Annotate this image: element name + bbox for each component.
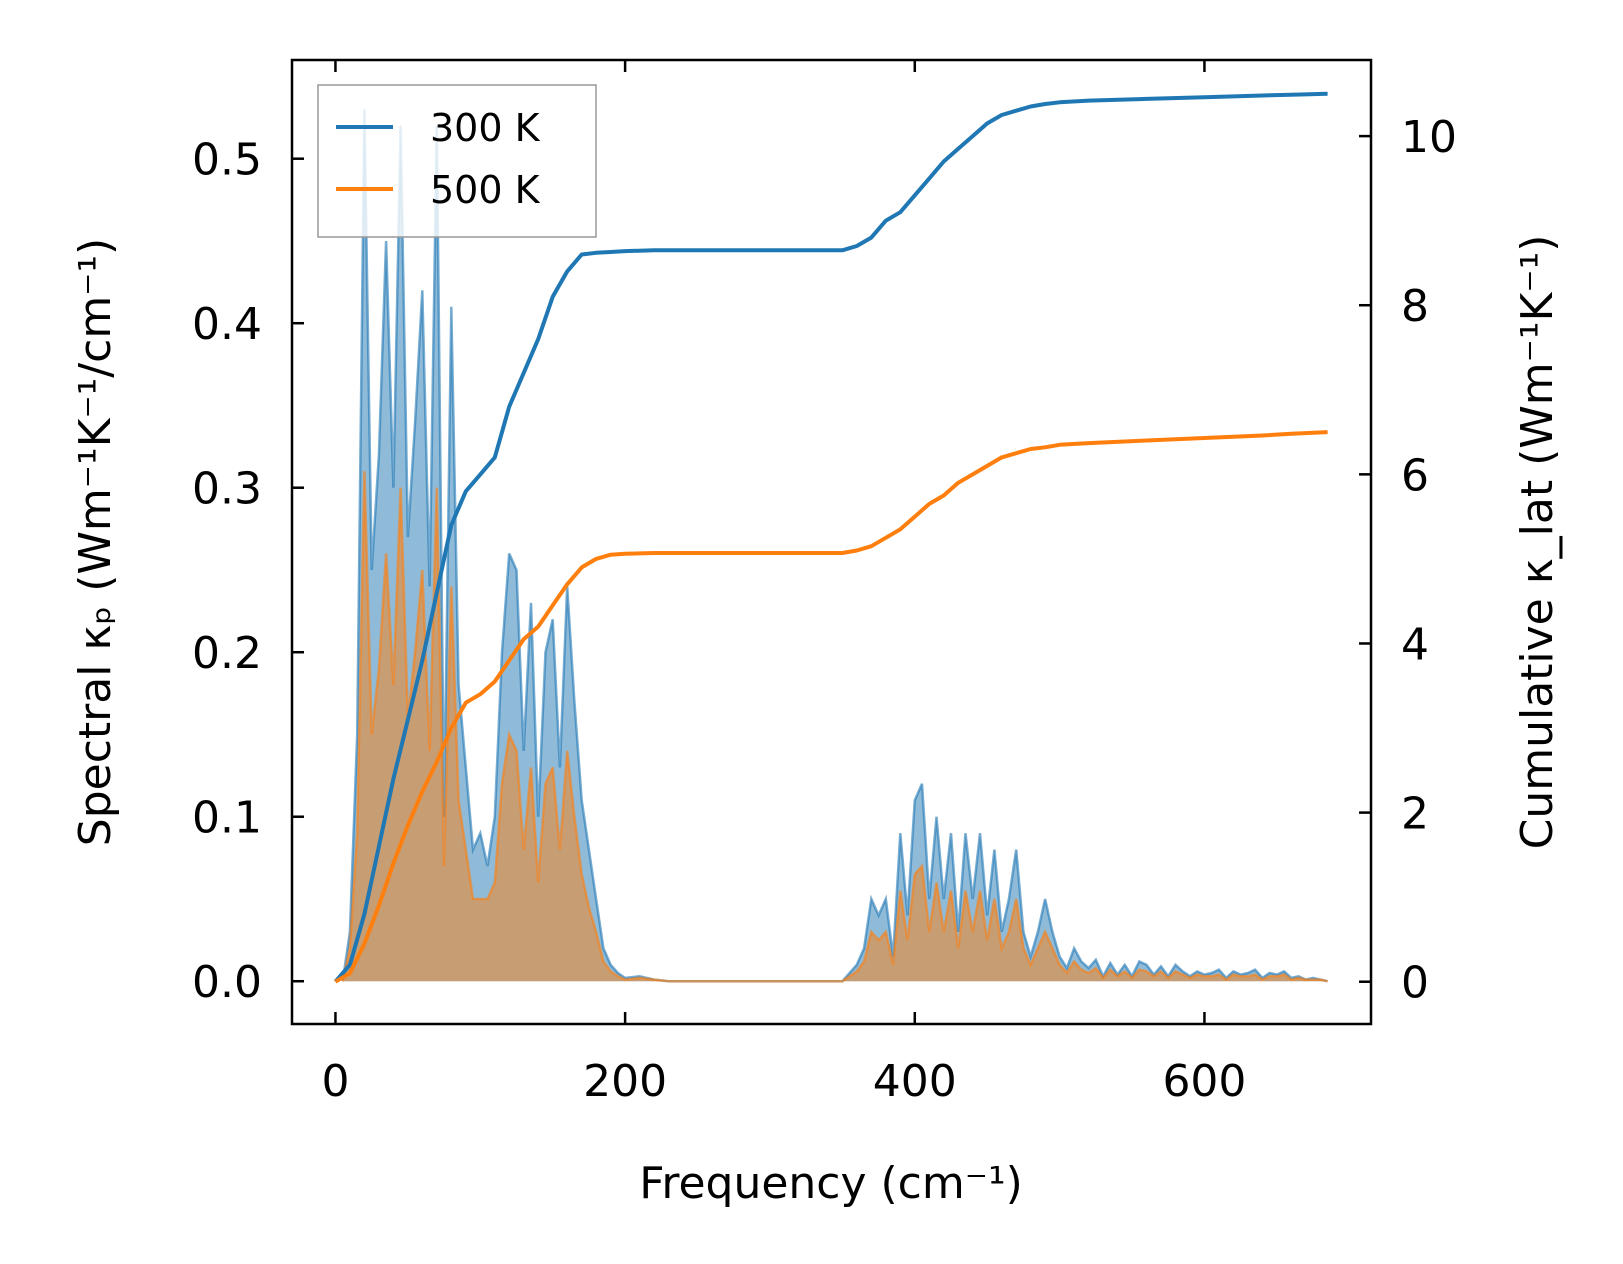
y-tick-label-right: 4 <box>1401 619 1429 670</box>
y-tick-label-left: 0.1 <box>192 793 262 844</box>
spectral-area-500k <box>342 471 1328 982</box>
x-tick-label: 600 <box>1162 1056 1246 1107</box>
legend-box <box>317 84 597 238</box>
spectral-line-300k <box>341 109 1328 983</box>
y-tick-label-right: 10 <box>1401 112 1457 163</box>
y-tick-label-right: 2 <box>1401 789 1429 840</box>
y-axis-label-left: Spectral κₚ (Wm⁻¹K⁻¹/cm⁻¹) <box>70 238 121 846</box>
x-axis-label: Frequency (cm⁻¹) <box>639 1158 1023 1209</box>
y-tick-label-left: 0.5 <box>192 135 262 186</box>
ticks: 0 200 400 600 0.0 0.1 0.2 0.3 0.4 0.5 0 2 4 6 8 10 <box>192 60 1457 1107</box>
x-tick-label: 200 <box>583 1056 667 1107</box>
plot-area <box>333 91 1328 984</box>
y-axis-label-right: Cumulative κ_lat (Wm⁻¹K⁻¹) <box>1512 235 1563 850</box>
y-tick-label-left: 0.4 <box>192 299 262 350</box>
y-tick-label-right: 6 <box>1401 450 1429 501</box>
cumulative-line-500k <box>334 430 1328 984</box>
x-tick-label: 0 <box>321 1056 349 1107</box>
legend: 300 K 500 K <box>317 84 597 238</box>
cumulative-line-300k <box>333 91 1328 984</box>
spectral-line-500k <box>341 471 1328 983</box>
legend-label-500k: 500 K <box>430 168 541 212</box>
y-tick-label-left: 0.3 <box>192 464 262 515</box>
y-tick-label-right: 8 <box>1401 281 1429 332</box>
y-tick-label-left: 0.0 <box>192 957 262 1008</box>
y-tick-label-left: 0.2 <box>192 628 262 679</box>
axes-frame <box>290 58 1373 1026</box>
series-group <box>333 91 1328 984</box>
x-tick-label: 400 <box>873 1056 957 1107</box>
y-tick-label-right: 0 <box>1401 958 1429 1009</box>
legend-label-300k: 300 K <box>430 106 541 150</box>
